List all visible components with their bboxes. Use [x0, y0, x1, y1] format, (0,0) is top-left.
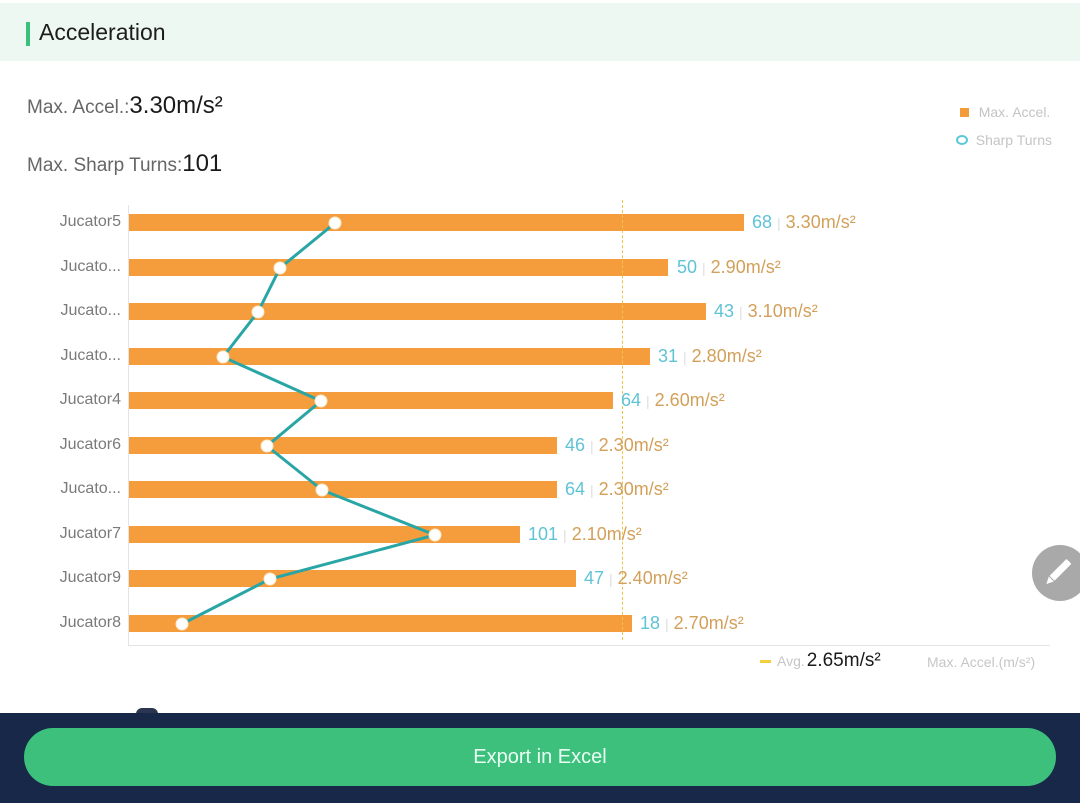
dash-icon	[760, 659, 771, 663]
y-label: Jucato...	[60, 258, 121, 275]
export-excel-button[interactable]: Export in Excel	[24, 728, 1056, 786]
average-legend: Avg. 2.65m/s²	[760, 650, 881, 672]
bar[interactable]	[129, 259, 668, 276]
bar[interactable]	[129, 214, 744, 231]
sharp-turns-line	[175, 216, 442, 631]
bar-label: 46 | 2.30m/s²	[565, 435, 669, 455]
x-axis	[128, 645, 1050, 646]
bar-label: 101 | 2.10m/s²	[528, 524, 642, 544]
max-accel-value: 3.30m/s²	[129, 92, 223, 119]
legend-item-turns[interactable]: Sharp Turns	[955, 126, 1052, 154]
bar[interactable]	[129, 348, 650, 365]
bar-label: 47 | 2.40m/s²	[584, 568, 688, 588]
legend-item-accel[interactable]: Max. Accel.	[956, 98, 1052, 126]
bar[interactable]	[129, 392, 613, 409]
bar[interactable]	[129, 481, 557, 498]
section-title: Acceleration	[39, 19, 166, 45]
footer-bar: Export in Excel	[0, 713, 1080, 803]
max-sharp-turns-stat: Max. Sharp Turns:101	[27, 150, 222, 178]
y-label: Jucator9	[59, 569, 121, 586]
header-accent-bar	[26, 22, 30, 46]
edit-button[interactable]	[1032, 545, 1080, 601]
bar[interactable]	[129, 303, 706, 320]
max-accel-stat: Max. Accel.:3.30m/s²	[27, 92, 223, 120]
bar[interactable]	[129, 615, 632, 632]
bar-label: 64 | 2.60m/s²	[621, 390, 725, 410]
square-icon	[959, 107, 969, 117]
y-axis	[128, 205, 129, 645]
y-label: Jucato...	[60, 302, 121, 319]
average-line	[622, 200, 623, 640]
bar-label: 31 | 2.80m/s²	[658, 346, 762, 366]
bar-label: 43 | 3.10m/s²	[714, 301, 818, 321]
x-axis-label: Max. Accel.(m/s²)	[927, 654, 1036, 670]
y-label: Jucator5	[59, 213, 121, 230]
hidden-content-peek	[136, 708, 158, 714]
bar[interactable]	[129, 437, 557, 454]
y-label: Jucator7	[59, 525, 121, 542]
max-sharp-turns-label: Max. Sharp Turns:	[27, 155, 183, 176]
legend-turns-label: Sharp Turns	[975, 132, 1052, 148]
bar-label: 64 | 2.30m/s²	[565, 479, 669, 499]
line-marker-icon	[955, 135, 968, 145]
bar[interactable]	[129, 570, 576, 587]
avg-value: 2.65m/s²	[806, 650, 881, 671]
bar-label: 18 | 2.70m/s²	[640, 613, 744, 633]
y-label: Jucator8	[59, 614, 121, 631]
acceleration-chart: Jucator5 Jucato... Jucato... Jucato... J…	[0, 195, 1080, 695]
y-label: Jucato...	[60, 480, 121, 497]
bar-label: 50 | 2.90m/s²	[677, 257, 781, 277]
max-accel-label: Max. Accel.:	[27, 97, 130, 118]
y-label: Jucato...	[60, 347, 121, 364]
max-sharp-turns-value: 101	[182, 150, 223, 177]
section-header: Acceleration	[0, 3, 1080, 61]
y-label: Jucator6	[59, 436, 121, 453]
chart-legend: Max. Accel. Sharp Turns	[955, 98, 1052, 154]
legend-accel-label: Max. Accel.	[978, 104, 1051, 120]
y-label: Jucator4	[59, 391, 121, 408]
bar-label: 68 | 3.30m/s²	[752, 212, 856, 232]
pencil-icon	[1046, 559, 1072, 584]
avg-label: Avg.	[777, 653, 805, 669]
